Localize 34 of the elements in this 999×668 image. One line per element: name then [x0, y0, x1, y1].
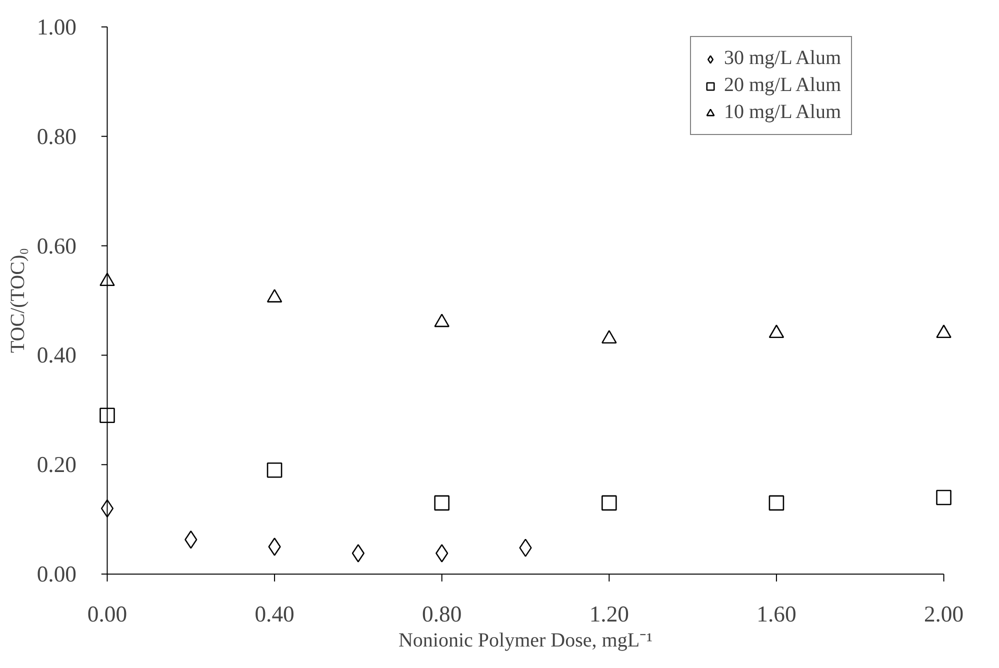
point [352, 544, 365, 562]
y-tick-label: 0.60 [36, 233, 77, 258]
x-tick-label: 0.40 [254, 602, 294, 626]
y-axis-title: TOC/(TOC)₀ [6, 248, 29, 354]
point [100, 499, 114, 518]
y-tick-label: 0.20 [36, 452, 77, 478]
point [936, 490, 952, 506]
point [100, 408, 115, 424]
y-tick-label: 0.40 [36, 342, 77, 368]
x-tick-label: 1.20 [589, 602, 629, 626]
x-tick-label: 1.60 [756, 602, 796, 626]
point [436, 544, 448, 562]
x-tick-label: 0.80 [422, 602, 462, 626]
legend-label: 20 mg/L Alum [724, 74, 842, 97]
y-tick-label: 0.00 [36, 562, 77, 587]
point [266, 289, 282, 302]
y-tick-label: 1.00 [36, 14, 77, 40]
point [434, 495, 450, 511]
point [268, 538, 281, 556]
x-tick-label: 0.00 [87, 602, 128, 626]
legend-label: 10 mg/L Alum [724, 101, 842, 124]
x-axis-title: Nonionic Polymer Dose, mgL⁻¹ [398, 630, 653, 652]
point [266, 462, 282, 478]
point [936, 324, 952, 338]
point [768, 324, 784, 338]
legend-label: 30 mg/L Alum [724, 47, 842, 70]
point [602, 330, 617, 344]
y-tick-label: 0.80 [36, 124, 77, 149]
point [768, 495, 784, 511]
x-tick-label: 2.00 [924, 602, 964, 626]
point [602, 495, 617, 511]
point [434, 314, 450, 328]
point [100, 272, 115, 286]
point [519, 538, 532, 557]
